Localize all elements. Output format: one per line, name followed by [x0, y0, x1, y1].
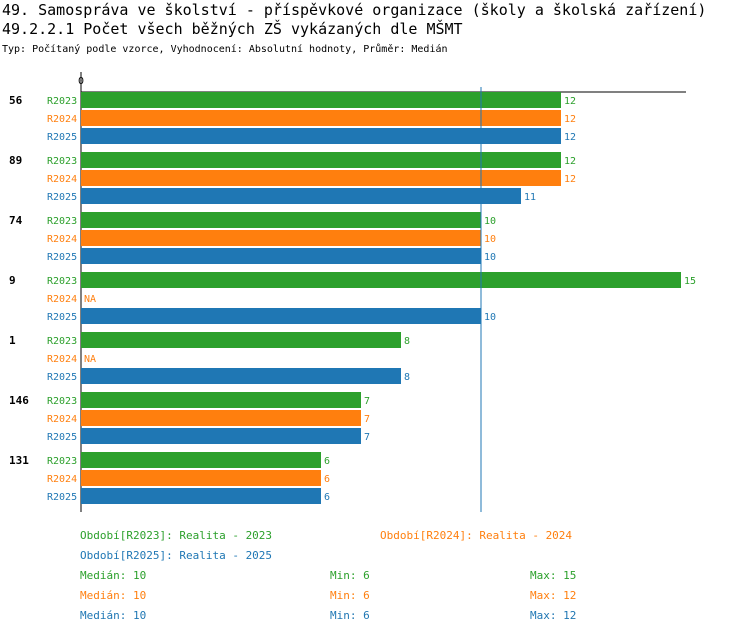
series-label: R2025: [47, 312, 77, 323]
series-label: R2023: [47, 396, 77, 407]
series-label: R2024: [47, 174, 77, 185]
category-label: 74: [9, 214, 23, 227]
bar: [81, 170, 561, 186]
chart-type-description: Typ: Počítaný podle vzorce, Vyhodnocení:…: [2, 44, 448, 55]
legend-max-r2025: Max: 12: [530, 609, 577, 622]
series-label: R2025: [47, 192, 77, 203]
legend-min-r2025: Min: 6: [330, 609, 370, 622]
bar: [81, 248, 481, 264]
legend-period-r2024: Období[R2024]: Realita - 2024: [380, 529, 573, 542]
data-label: 10: [484, 216, 496, 227]
bar: [81, 188, 521, 204]
legend-max-r2023: Max: 15: [530, 569, 577, 582]
series-label: R2023: [47, 276, 77, 287]
series-label: R2025: [47, 132, 77, 143]
category-label: 1: [9, 334, 16, 347]
series-label: R2025: [47, 492, 77, 503]
data-label: 6: [324, 474, 330, 485]
legend-median-r2024: Medián: 10: [80, 589, 147, 602]
series-label: R2024: [47, 234, 77, 245]
bar: [81, 110, 561, 126]
bar: [81, 410, 361, 426]
bar: [81, 230, 481, 246]
data-label: 8: [404, 336, 410, 347]
na-label: NA: [84, 294, 96, 305]
bar: [81, 470, 321, 486]
legend-period-r2025: Období[R2025]: Realita - 2025: [80, 549, 273, 562]
legend-min-r2024: Min: 6: [330, 589, 370, 602]
bar: [81, 488, 321, 504]
data-label: 6: [324, 492, 330, 503]
chart-subtitle-title: 49.2.2.1 Počet všech běžných ZŠ vykázaný…: [2, 20, 463, 38]
bar: [81, 152, 561, 168]
series-label: R2025: [47, 252, 77, 263]
data-label: 7: [364, 414, 370, 425]
series-label: R2025: [47, 372, 77, 383]
data-label: 10: [484, 312, 496, 323]
data-label: 12: [564, 156, 576, 167]
series-label: R2024: [47, 474, 77, 485]
category-label: 131: [9, 454, 29, 467]
category-label: 56: [9, 94, 23, 107]
series-label: R2025: [47, 432, 77, 443]
series-label: R2024: [47, 354, 77, 365]
series-label: R2023: [47, 96, 77, 107]
series-label: R2023: [47, 336, 77, 347]
legend-median-r2025: Medián: 10: [80, 609, 147, 622]
series-label: R2024: [47, 414, 77, 425]
legend-period-r2023: Období[R2023]: Realita - 2023: [80, 529, 273, 542]
data-label: 7: [364, 396, 370, 407]
category-label: 89: [9, 154, 22, 167]
series-label: R2023: [47, 216, 77, 227]
data-label: 6: [324, 456, 330, 467]
bar: [81, 452, 321, 468]
category-label: 146: [9, 394, 29, 407]
data-label: 8: [404, 372, 410, 383]
series-label: R2023: [47, 156, 77, 167]
series-label: R2024: [47, 294, 77, 305]
bar: [81, 92, 561, 108]
bar: [81, 332, 401, 348]
legend-min-r2023: Min: 6: [330, 569, 370, 582]
data-label: 12: [564, 174, 576, 185]
series-label: R2024: [47, 114, 77, 125]
bar: [81, 212, 481, 228]
na-label: NA: [84, 354, 96, 365]
data-label: 12: [564, 114, 576, 125]
bar: [81, 392, 361, 408]
legend-max-r2024: Max: 12: [530, 589, 577, 602]
data-label: 7: [364, 432, 370, 443]
data-label: 15: [684, 276, 696, 287]
data-label: 11: [524, 192, 536, 203]
bar: [81, 128, 561, 144]
chart-title: 49. Samospráva ve školství - příspěvkové…: [2, 1, 707, 19]
category-label: 9: [9, 274, 16, 287]
series-label: R2023: [47, 456, 77, 467]
data-label: 12: [564, 132, 576, 143]
legend-median-r2023: Medián: 10: [80, 569, 147, 582]
bar: [81, 368, 401, 384]
bar: [81, 272, 681, 288]
data-label: 12: [564, 96, 576, 107]
x-tick-label: 0: [78, 76, 84, 87]
data-label: 10: [484, 234, 496, 245]
bar: [81, 308, 481, 324]
bar: [81, 428, 361, 444]
data-label: 10: [484, 252, 496, 263]
